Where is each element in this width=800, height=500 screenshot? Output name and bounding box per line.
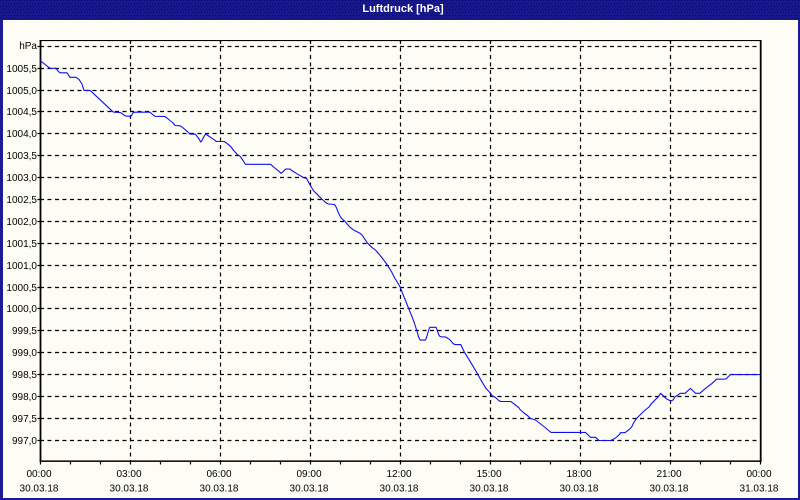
- svg-text:00:00: 00:00: [746, 469, 771, 480]
- svg-text:03:00: 03:00: [116, 469, 141, 480]
- svg-text:12:00: 12:00: [386, 469, 411, 480]
- svg-text:18:00: 18:00: [566, 469, 591, 480]
- svg-text:998,5: 998,5: [12, 370, 37, 381]
- svg-text:31.03.18: 31.03.18: [740, 484, 779, 495]
- svg-text:30.03.18: 30.03.18: [380, 484, 419, 495]
- svg-text:1001,5: 1001,5: [6, 239, 37, 250]
- svg-text:30.03.18: 30.03.18: [560, 484, 599, 495]
- svg-text:30.03.18: 30.03.18: [110, 484, 149, 495]
- svg-text:hPa: hPa: [19, 41, 37, 52]
- svg-text:1005,0: 1005,0: [6, 86, 37, 97]
- svg-text:1004,5: 1004,5: [6, 107, 37, 118]
- svg-text:999,0: 999,0: [12, 348, 37, 359]
- svg-text:1003,5: 1003,5: [6, 151, 37, 162]
- svg-text:1002,0: 1002,0: [6, 217, 37, 228]
- svg-text:998,0: 998,0: [12, 392, 37, 403]
- svg-text:30.03.18: 30.03.18: [290, 484, 329, 495]
- svg-text:997,5: 997,5: [12, 414, 37, 425]
- svg-text:1005,5: 1005,5: [6, 64, 37, 75]
- svg-text:1002,5: 1002,5: [6, 195, 37, 206]
- svg-text:1004,0: 1004,0: [6, 129, 37, 140]
- svg-text:1001,0: 1001,0: [6, 261, 37, 272]
- svg-text:30.03.18: 30.03.18: [20, 484, 59, 495]
- svg-text:30.03.18: 30.03.18: [470, 484, 509, 495]
- svg-text:1000,5: 1000,5: [6, 283, 37, 294]
- svg-text:06:00: 06:00: [206, 469, 231, 480]
- svg-text:999,5: 999,5: [12, 326, 37, 337]
- svg-text:1003,0: 1003,0: [6, 173, 37, 184]
- svg-text:30.03.18: 30.03.18: [650, 484, 689, 495]
- svg-text:21:00: 21:00: [656, 469, 681, 480]
- svg-text:997,0: 997,0: [12, 436, 37, 447]
- svg-text:15:00: 15:00: [476, 469, 501, 480]
- svg-text:1000,0: 1000,0: [6, 304, 37, 315]
- svg-text:30.03.18: 30.03.18: [200, 484, 239, 495]
- svg-text:09:00: 09:00: [296, 469, 321, 480]
- svg-text:00:00: 00:00: [26, 469, 51, 480]
